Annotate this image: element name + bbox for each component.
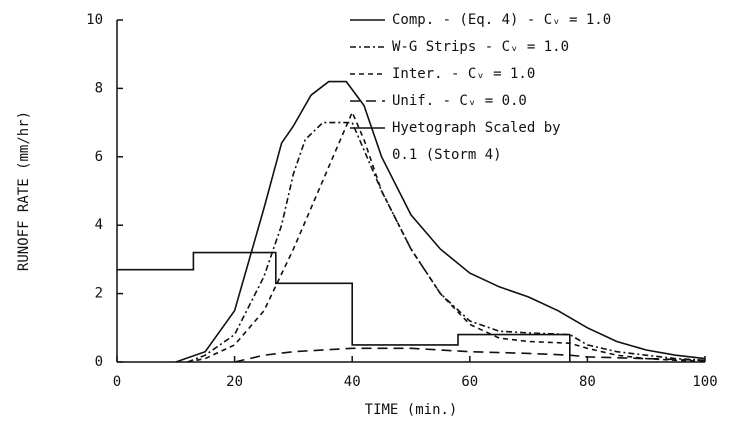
y-tick-label: 0 [95,354,103,370]
x-tick-label: 0 [113,374,121,390]
y-tick-label: 2 [95,286,103,302]
y-tick-label: 10 [86,12,103,28]
x-tick-label: 100 [692,374,717,390]
y-axis-label: RUNOFF RATE (mm/hr) [16,111,32,271]
legend-label: Comp. - (Eq. 4) - Cᵥ = 1.0 [392,11,612,28]
x-tick-label: 60 [461,374,478,390]
x-tick-label: 40 [344,374,361,390]
y-tick-label: 8 [95,80,103,96]
series-line [175,80,706,363]
series-line [187,110,706,363]
x-axis-label: TIME (min.) [365,402,458,418]
x-tick-label: 80 [579,374,596,390]
legend-label: Hyetograph Scaled by 0.1 (Storm 4) [392,119,561,163]
y-tick-label: 4 [95,217,103,233]
legend-label: Inter. - Cᵥ = 1.0 [392,65,536,82]
y-tick-label: 6 [95,149,103,165]
series-line [187,121,706,363]
x-tick-label: 20 [226,374,243,390]
legend-label: Unif. - Cᵥ = 0.0 [392,92,527,109]
legend-label: W-G Strips - Cᵥ = 1.0 [392,38,570,55]
series-line [117,251,571,362]
series-line [234,347,706,363]
